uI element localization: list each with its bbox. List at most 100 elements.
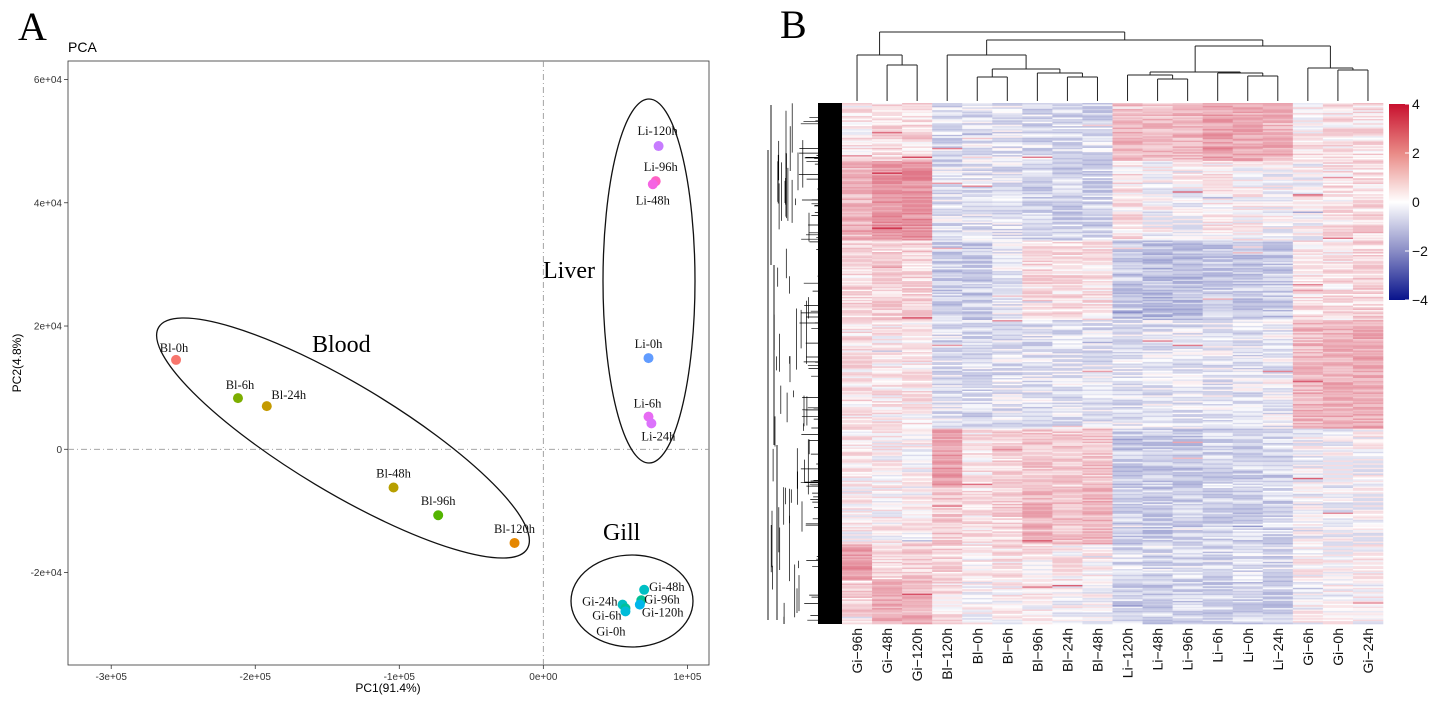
heatmap-cell xyxy=(1142,267,1173,270)
heatmap-cell xyxy=(1022,399,1053,402)
heatmap-cell xyxy=(1232,182,1264,185)
heatmap-cell xyxy=(992,227,1023,230)
heatmap-cell xyxy=(1172,359,1203,361)
heatmap-cell xyxy=(992,192,1023,195)
heatmap-cell xyxy=(1022,328,1053,331)
heatmap-cell xyxy=(1232,432,1264,435)
heatmap-cell xyxy=(1262,434,1294,437)
heatmap-cell xyxy=(1082,328,1113,331)
heatmap-cell xyxy=(1052,140,1083,143)
heatmap-cell xyxy=(1022,343,1053,345)
heatmap-cell xyxy=(842,228,873,231)
heatmap-cell xyxy=(1082,422,1113,425)
heatmap-cell xyxy=(902,241,933,244)
heatmap-cell xyxy=(932,254,963,257)
heatmap-cell xyxy=(992,291,1023,293)
heatmap-cell xyxy=(932,396,963,399)
heatmap-cell xyxy=(1292,460,1324,463)
heatmap-cell xyxy=(1292,469,1324,471)
heatmap-cell xyxy=(992,131,1023,134)
heatmap-cell xyxy=(1022,401,1053,403)
heatmap-cell xyxy=(1352,198,1384,201)
heatmap-cell xyxy=(1022,299,1053,302)
heatmap-cell xyxy=(1322,437,1354,440)
heatmap-cell xyxy=(1292,137,1324,140)
heatmap-cell xyxy=(902,408,933,411)
heatmap-cell xyxy=(1142,385,1173,387)
heatmap-cell xyxy=(1202,202,1234,205)
heatmap-cell xyxy=(932,395,963,398)
heatmap-cell xyxy=(872,230,903,233)
heatmap-cell xyxy=(1232,143,1264,146)
heatmap-cell xyxy=(1052,239,1083,241)
heatmap-cell xyxy=(1022,357,1053,360)
heatmap-cell xyxy=(1292,230,1324,233)
heatmap-cell xyxy=(1202,443,1234,445)
heatmap-cell xyxy=(1082,220,1113,222)
heatmap-cell xyxy=(1022,338,1053,341)
heatmap-cell xyxy=(1172,259,1203,262)
heatmap-cell xyxy=(1082,253,1113,256)
heatmap-cell xyxy=(902,181,933,183)
heatmap-cell xyxy=(992,244,1023,247)
heatmap-cell xyxy=(1232,208,1264,211)
heatmap-cell xyxy=(1262,208,1294,211)
heatmap-cell xyxy=(1292,383,1324,386)
heatmap-cell xyxy=(1292,146,1324,149)
heatmap-cell xyxy=(1022,337,1053,340)
heatmap-cell xyxy=(1052,440,1083,442)
heatmap-cell xyxy=(872,124,903,127)
heatmap-cell xyxy=(1082,139,1113,141)
heatmap-cell xyxy=(1352,309,1384,312)
heatmap-cell xyxy=(902,165,933,167)
heatmap-cell xyxy=(1352,169,1384,172)
heatmap-cell xyxy=(1262,286,1294,289)
heatmap-cell xyxy=(992,402,1023,405)
heatmap-cell xyxy=(1202,396,1234,399)
heatmap-cell xyxy=(1142,421,1173,424)
heatmap-cell xyxy=(1232,279,1264,282)
heatmap-cell xyxy=(1232,163,1264,166)
heatmap-cell xyxy=(842,294,873,296)
heatmap-cell xyxy=(1232,192,1264,195)
heatmap-cell xyxy=(902,362,933,364)
heatmap-cell xyxy=(1142,344,1173,347)
heatmap-cell xyxy=(1322,291,1354,293)
heatmap-cell xyxy=(1142,451,1173,454)
heatmap-cell xyxy=(1322,163,1354,166)
heatmap-cell xyxy=(992,240,1023,243)
heatmap-cell xyxy=(1172,422,1203,425)
heatmap-cell xyxy=(992,370,1023,373)
heatmap-cell xyxy=(842,201,873,204)
heatmap-cell xyxy=(872,197,903,199)
heatmap-cell xyxy=(1202,404,1234,406)
heatmap-cell xyxy=(872,285,903,288)
heatmap-cell xyxy=(932,217,963,220)
heatmap-cell xyxy=(1322,325,1354,328)
heatmap-cell xyxy=(962,231,993,234)
heatmap-cell xyxy=(1112,195,1143,198)
heatmap-cell xyxy=(1082,325,1113,328)
heatmap-cell xyxy=(1172,265,1203,267)
heatmap-cell xyxy=(932,445,963,448)
heatmap-cell xyxy=(1022,389,1053,392)
heatmap-cell xyxy=(1172,223,1203,225)
heatmap-cell xyxy=(992,347,1023,350)
heatmap-cell xyxy=(962,406,993,409)
heatmap-cell xyxy=(1232,129,1264,131)
heatmap-cell xyxy=(872,153,903,156)
heatmap-cell xyxy=(1172,228,1203,231)
heatmap-cell xyxy=(842,444,873,447)
heatmap-cell xyxy=(992,346,1023,348)
heatmap-cell xyxy=(1172,315,1203,318)
heatmap-cell xyxy=(1202,285,1234,288)
heatmap-cell xyxy=(1322,253,1354,256)
heatmap-cell xyxy=(1142,373,1173,376)
heatmap-cell xyxy=(1172,421,1203,424)
heatmap-cell xyxy=(1262,305,1294,308)
heatmap-cell xyxy=(1202,376,1234,379)
heatmap-cell xyxy=(872,212,903,215)
heatmap-cell xyxy=(1082,155,1113,157)
heatmap-cell xyxy=(1142,286,1173,289)
heatmap-cell xyxy=(962,185,993,188)
